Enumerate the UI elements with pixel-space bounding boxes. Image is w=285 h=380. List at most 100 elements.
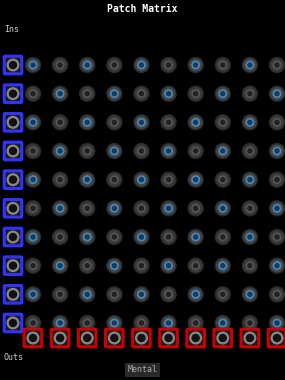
Circle shape xyxy=(112,63,116,67)
Circle shape xyxy=(221,178,225,182)
Circle shape xyxy=(194,264,198,268)
Circle shape xyxy=(219,334,226,342)
Circle shape xyxy=(166,120,170,124)
Circle shape xyxy=(188,315,203,331)
Circle shape xyxy=(270,230,284,244)
Circle shape xyxy=(273,147,281,155)
Circle shape xyxy=(271,88,283,100)
Circle shape xyxy=(85,92,89,96)
Circle shape xyxy=(107,172,122,187)
Circle shape xyxy=(165,90,172,97)
Circle shape xyxy=(81,174,93,186)
Circle shape xyxy=(58,235,62,239)
Circle shape xyxy=(192,204,199,212)
Circle shape xyxy=(219,147,227,155)
FancyBboxPatch shape xyxy=(4,171,22,188)
Circle shape xyxy=(9,176,17,183)
Circle shape xyxy=(7,59,19,71)
Circle shape xyxy=(221,292,225,296)
Circle shape xyxy=(221,235,225,239)
Circle shape xyxy=(27,174,39,186)
Circle shape xyxy=(27,231,39,243)
Circle shape xyxy=(188,144,203,158)
Circle shape xyxy=(84,233,91,241)
Circle shape xyxy=(58,321,62,325)
Circle shape xyxy=(273,119,281,126)
Circle shape xyxy=(192,262,199,269)
Circle shape xyxy=(139,63,143,67)
Circle shape xyxy=(275,264,279,268)
Circle shape xyxy=(54,288,66,300)
Circle shape xyxy=(217,202,229,214)
Circle shape xyxy=(270,86,284,101)
Circle shape xyxy=(112,120,116,124)
Circle shape xyxy=(219,233,227,241)
Circle shape xyxy=(53,172,68,187)
Circle shape xyxy=(27,260,39,272)
Circle shape xyxy=(31,63,35,67)
Circle shape xyxy=(56,176,64,184)
Circle shape xyxy=(273,262,281,269)
Circle shape xyxy=(270,258,284,273)
Circle shape xyxy=(190,231,202,243)
Circle shape xyxy=(85,206,89,211)
Circle shape xyxy=(31,235,35,239)
Circle shape xyxy=(248,264,252,268)
Circle shape xyxy=(56,119,64,126)
Circle shape xyxy=(217,88,229,100)
Circle shape xyxy=(84,334,91,342)
Circle shape xyxy=(275,92,279,96)
Circle shape xyxy=(138,176,145,184)
Circle shape xyxy=(247,334,253,342)
Circle shape xyxy=(271,145,283,157)
Circle shape xyxy=(111,334,118,342)
Circle shape xyxy=(25,57,40,73)
Circle shape xyxy=(242,57,257,73)
Circle shape xyxy=(112,178,116,182)
Circle shape xyxy=(108,202,120,214)
Circle shape xyxy=(80,144,95,158)
Circle shape xyxy=(271,332,283,344)
Circle shape xyxy=(242,315,257,331)
Circle shape xyxy=(134,57,149,73)
Circle shape xyxy=(107,86,122,101)
Circle shape xyxy=(219,204,227,212)
FancyBboxPatch shape xyxy=(4,142,22,160)
Circle shape xyxy=(138,291,145,298)
Circle shape xyxy=(165,61,172,69)
Circle shape xyxy=(275,149,279,153)
Text: Mental: Mental xyxy=(127,366,158,375)
Circle shape xyxy=(81,88,93,100)
Circle shape xyxy=(244,145,256,157)
Circle shape xyxy=(56,291,64,298)
Circle shape xyxy=(58,206,62,211)
Circle shape xyxy=(108,88,120,100)
Circle shape xyxy=(166,206,170,211)
Circle shape xyxy=(84,176,91,184)
Circle shape xyxy=(165,176,172,184)
Circle shape xyxy=(244,202,256,214)
Circle shape xyxy=(27,288,39,300)
Circle shape xyxy=(221,264,225,268)
Circle shape xyxy=(29,291,37,298)
Circle shape xyxy=(161,315,176,331)
Circle shape xyxy=(7,260,19,271)
Circle shape xyxy=(271,231,283,243)
Circle shape xyxy=(81,145,93,157)
Circle shape xyxy=(7,203,19,214)
Circle shape xyxy=(248,206,252,211)
Circle shape xyxy=(111,319,118,327)
Circle shape xyxy=(29,262,37,269)
FancyBboxPatch shape xyxy=(4,314,22,332)
Circle shape xyxy=(138,147,145,155)
Circle shape xyxy=(248,120,252,124)
Circle shape xyxy=(244,332,256,344)
Circle shape xyxy=(244,116,256,128)
Circle shape xyxy=(9,205,17,212)
Circle shape xyxy=(139,149,143,153)
Circle shape xyxy=(134,315,149,331)
Circle shape xyxy=(275,120,279,124)
Circle shape xyxy=(163,332,174,344)
Circle shape xyxy=(134,115,149,130)
Circle shape xyxy=(246,90,254,97)
